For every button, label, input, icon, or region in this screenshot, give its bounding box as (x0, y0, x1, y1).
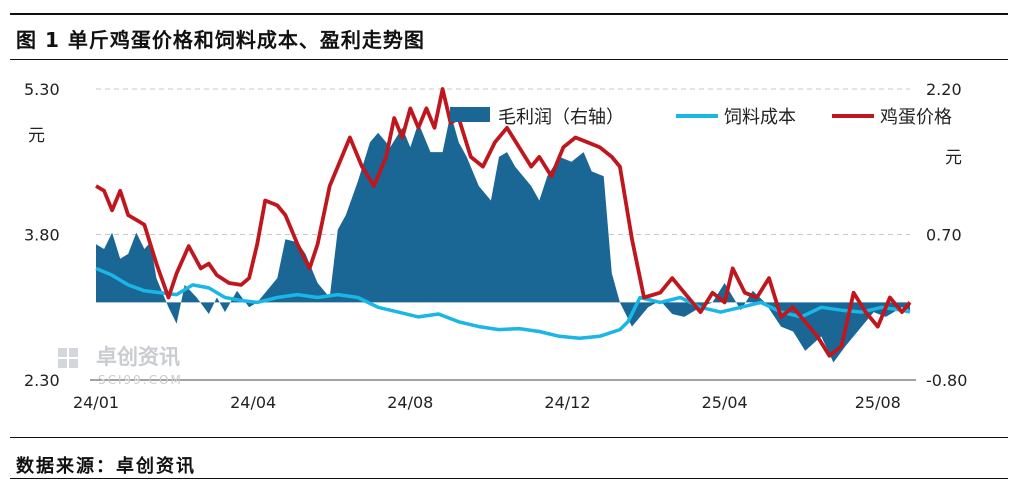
legend-label-feed: 饲料成本 (724, 107, 796, 128)
footer-rule (10, 478, 1008, 479)
legend-swatch-profit (450, 107, 490, 122)
left-axis-unit: 元 (28, 126, 45, 146)
legend: 毛利润（右轴） 饲料成本 鸡蛋价格 (450, 107, 952, 128)
legend-label-profit: 毛利润（右轴） (498, 107, 624, 128)
x-tick-label: 25/04 (702, 393, 748, 412)
chart: 卓创资讯 SCI99.COM 5.30 3.80 2.30 2.20 0.70 -0.8… (24, 80, 967, 412)
right-axis-unit: 元 (945, 148, 962, 168)
left-tick-label: 5.30 (24, 80, 60, 99)
left-axis: 5.30 3.80 2.30 (24, 80, 60, 390)
x-tick-label: 24/04 (230, 393, 276, 412)
right-tick-label: 0.70 (926, 226, 962, 245)
watermark-name: 卓创资讯 (96, 345, 180, 369)
watermark: 卓创资讯 SCI99.COM (58, 345, 183, 387)
watermark-logo-block (58, 359, 67, 368)
left-tick-label: 3.80 (24, 226, 60, 245)
watermark-logo-block (69, 359, 78, 368)
top-rule (10, 13, 1008, 15)
feed-cost-line (95, 266, 911, 341)
profit-area (96, 113, 910, 363)
right-tick-label: -0.80 (926, 371, 967, 390)
left-tick-label: 2.30 (24, 371, 60, 390)
watermark-logo (58, 348, 67, 357)
x-tick-label: 25/08 (855, 393, 901, 412)
data-source: 数据来源：卓创资讯 (16, 456, 196, 477)
x-axis: 24/01 24/04 24/08 24/12 25/04 25/08 (73, 393, 901, 412)
right-axis: 2.20 0.70 -0.80 (926, 80, 967, 390)
watermark-logo-block (69, 348, 78, 357)
bottom-rule (10, 437, 1008, 438)
x-tick-label: 24/12 (544, 393, 590, 412)
title-rule (10, 59, 1008, 60)
x-tick-label: 24/01 (73, 393, 119, 412)
x-tick-label: 24/08 (387, 393, 433, 412)
watermark-url: SCI99.COM (98, 373, 183, 387)
legend-label-egg: 鸡蛋价格 (880, 107, 952, 128)
chart-title: 图 1 单斤鸡蛋价格和饲料成本、盈利走势图 (16, 28, 425, 52)
right-tick-label: 2.20 (926, 80, 962, 99)
